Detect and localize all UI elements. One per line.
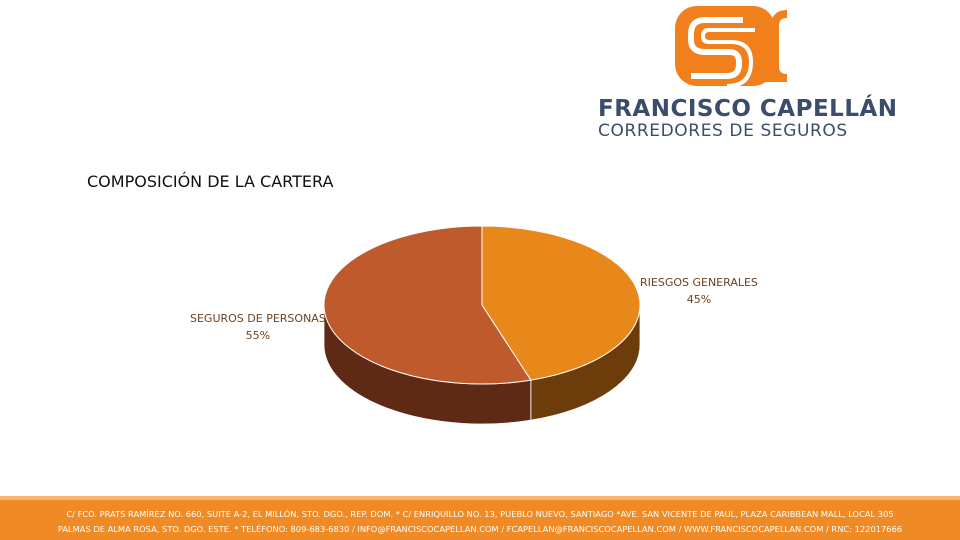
pie-label-seguros-de-personas: SEGUROS DE PERSONAS 55% bbox=[190, 310, 326, 344]
footer-line-2: PALMAS DE ALMA ROSA, STO. DGO. ESTE. * T… bbox=[57, 524, 903, 534]
logo-company-name: FRANCISCO CAPELLÁN bbox=[598, 96, 898, 122]
logo-tagline: CORREDORES DE SEGUROS bbox=[598, 121, 848, 141]
company-logo: FRANCISCO CAPELLÁN CORREDORES DE SEGUROS bbox=[590, 6, 897, 141]
chart-title: COMPOSICIÓN DE LA CARTERA bbox=[87, 172, 334, 191]
pie-slice-1 bbox=[323, 225, 532, 385]
pie-label-name: SEGUROS DE PERSONAS bbox=[190, 312, 326, 325]
pie-slice-0 bbox=[481, 225, 641, 381]
logo-mark-icon bbox=[675, 6, 788, 88]
footer-line-1: C/ FCO. PRATS RAMÍREZ NO. 660, SUITE A-2… bbox=[66, 509, 894, 519]
pie-label-value: 45% bbox=[686, 293, 712, 306]
footer-contact-info: C/ FCO. PRATS RAMÍREZ NO. 660, SUITE A-2… bbox=[0, 496, 960, 540]
pie-label-value: 55% bbox=[245, 329, 271, 342]
pie-label-riesgos-generales: RIESGOS GENERALES 45% bbox=[640, 274, 758, 308]
pie-label-name: RIESGOS GENERALES bbox=[640, 276, 758, 289]
